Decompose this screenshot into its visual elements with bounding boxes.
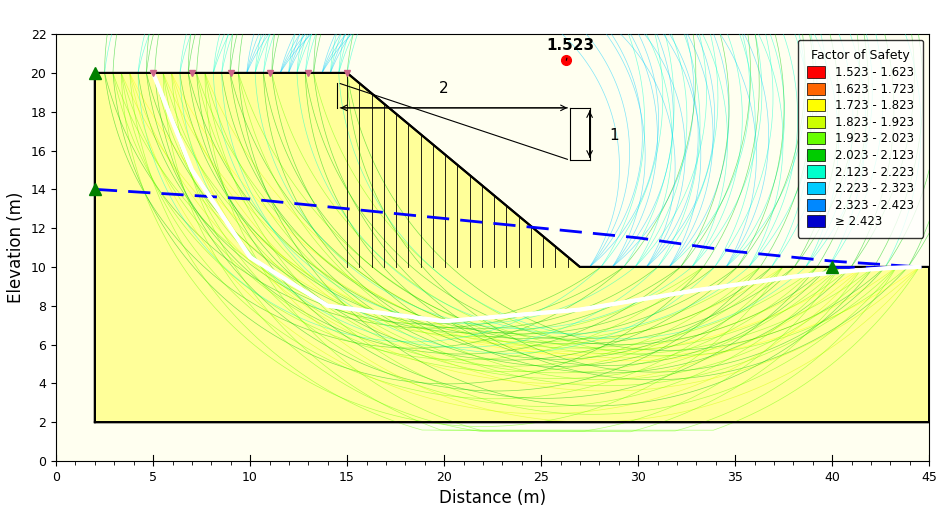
- Y-axis label: Elevation (m): Elevation (m): [7, 192, 25, 303]
- Text: 1: 1: [609, 127, 618, 142]
- Text: 2: 2: [439, 81, 449, 96]
- Polygon shape: [95, 73, 929, 422]
- Text: 1.523: 1.523: [547, 37, 595, 60]
- X-axis label: Distance (m): Distance (m): [439, 489, 547, 507]
- Legend: 1.523 - 1.623, 1.623 - 1.723, 1.723 - 1.823, 1.823 - 1.923, 1.923 - 2.023, 2.023: 1.523 - 1.623, 1.623 - 1.723, 1.723 - 1.…: [798, 40, 923, 238]
